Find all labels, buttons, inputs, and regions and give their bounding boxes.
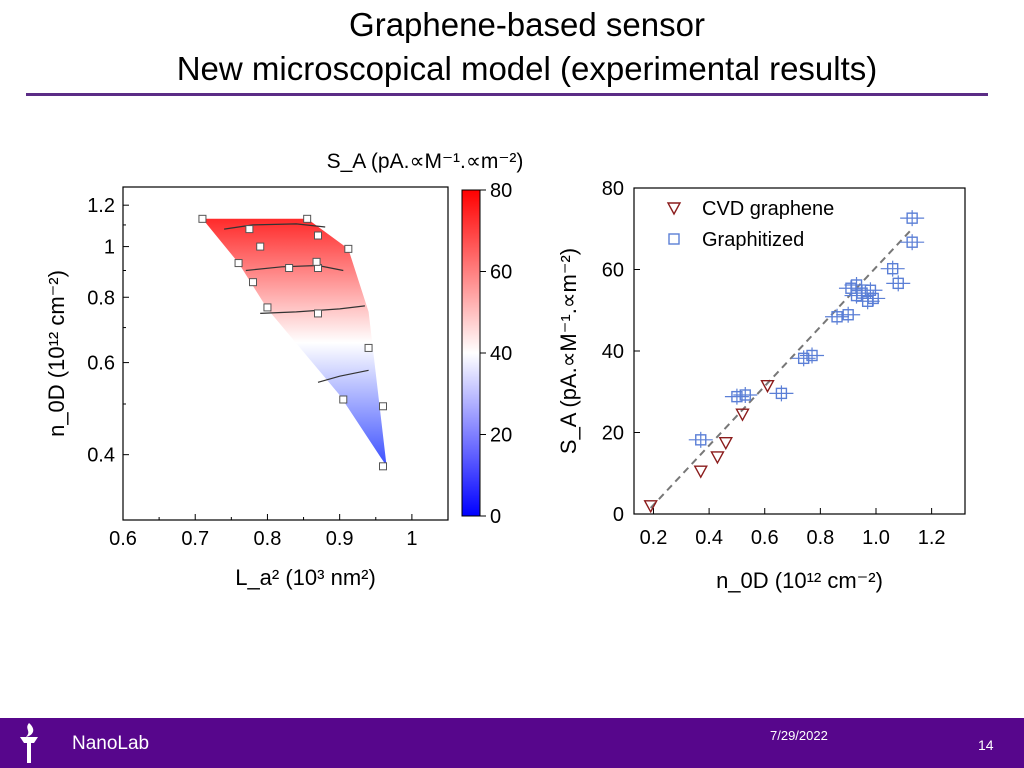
colorbar-tick-label: 0 <box>490 506 501 528</box>
data-point-graphitized <box>906 212 918 224</box>
data-point-graphitized <box>739 389 751 401</box>
legend-label: Graphitized <box>702 229 804 251</box>
data-point-graphitized <box>842 309 854 321</box>
data-point-graphitized <box>775 387 788 400</box>
y-tick-label: 1.2 <box>87 195 115 217</box>
contour-line <box>224 223 326 230</box>
data-point-graphitized <box>867 292 879 305</box>
y-tick-label: 0.6 <box>87 353 115 375</box>
data-point-graphitized <box>797 352 810 365</box>
data-point-graphitized <box>906 236 918 248</box>
legend-marker <box>668 233 680 245</box>
y-axis-label: n_0D (10¹² cm⁻²) <box>44 270 69 437</box>
x-tick-label: 1.0 <box>862 527 890 549</box>
data-point <box>263 303 272 312</box>
x-axis-label: L_a² (10³ nm²) <box>235 565 376 590</box>
colorbar-tick-label: 40 <box>490 343 512 365</box>
colorbar <box>461 189 481 517</box>
data-point <box>245 225 254 234</box>
data-point-cvd <box>718 436 733 451</box>
scatter-chart: 0.2 0.4 0.6 0.8 1.0 1.2 0 20 40 60 80 CVD graphene G… <box>556 178 966 593</box>
heatmap-surface <box>202 218 387 467</box>
data-point <box>234 259 243 268</box>
x-tick-label: 0.9 <box>326 528 354 550</box>
data-point-cvd <box>693 465 708 479</box>
data-point <box>314 309 322 318</box>
data-point-graphitized <box>806 349 818 362</box>
contour-line <box>317 369 369 383</box>
data-point-graphitized <box>886 262 899 275</box>
data-point <box>314 231 322 240</box>
footer-bar <box>0 718 1024 768</box>
legend-marker <box>666 202 682 216</box>
fit-line <box>649 228 913 509</box>
footer-date: 7/29/2022 <box>770 728 828 743</box>
legend-label: CVD graphene <box>702 198 834 220</box>
y-tick-label: 60 <box>602 260 624 282</box>
colorbar-tick-label: 20 <box>490 425 512 447</box>
data-point-graphitized <box>831 311 843 323</box>
data-point <box>198 214 207 223</box>
x-tick-label: 0.4 <box>695 527 723 549</box>
slide-title-line2: New microscopical model (experimental re… <box>176 50 878 87</box>
data-point-graphitized <box>864 284 877 296</box>
data-point-cvd <box>735 408 750 422</box>
x-tick-label: 1.2 <box>918 527 946 549</box>
x-tick-label: 1 <box>406 528 417 550</box>
y-tick-label: 80 <box>602 178 624 200</box>
x-tick-label: 0.6 <box>109 528 137 550</box>
y-tick-label: 0 <box>613 504 624 526</box>
x-tick-label: 0.7 <box>181 528 209 550</box>
colorbar-title: S_A (pA.∝M⁻¹.∝m⁻²) <box>327 150 524 173</box>
data-point-cvd <box>760 379 775 394</box>
data-point <box>303 214 312 223</box>
data-point-cvd <box>643 500 658 514</box>
title-divider <box>26 93 988 96</box>
x-tick-label: 0.2 <box>640 527 668 549</box>
colorbar-tick-label: 60 <box>490 262 512 284</box>
y-tick-label: 20 <box>602 423 624 445</box>
contour-line <box>245 264 344 272</box>
y-tick-label: 0.4 <box>87 445 115 467</box>
data-point <box>339 395 348 404</box>
data-point <box>379 402 387 411</box>
page-number: 14 <box>978 737 994 753</box>
heatmap-chart: 0.6 0.7 0.8 0.9 1 0.4 0.6 0.8 1 1.2 L_a² (10³ nm²)… <box>44 150 524 590</box>
heatmap-frame <box>122 186 449 521</box>
data-point <box>312 257 321 266</box>
data-point-graphitized <box>892 277 904 290</box>
data-point <box>379 462 387 471</box>
data-point <box>249 278 257 287</box>
data-point <box>285 263 294 272</box>
x-tick-label: 0.8 <box>254 528 282 550</box>
y-axis-label: S_A (pA.∝M⁻¹.∝m⁻²) <box>556 248 581 454</box>
footer-org: NanoLab <box>72 733 150 754</box>
data-point-graphitized <box>731 390 743 403</box>
y-tick-label: 40 <box>602 341 624 363</box>
data-point-graphitized <box>695 434 707 446</box>
x-axis-label: n_0D (10¹² cm⁻²) <box>716 568 883 593</box>
y-tick-label: 1 <box>104 237 115 259</box>
x-tick-label: 0.6 <box>751 527 779 549</box>
colorbar-tick-label: 80 <box>490 180 512 202</box>
torch-logo-icon <box>20 723 38 763</box>
data-point <box>256 242 265 251</box>
x-tick-label: 0.8 <box>806 527 834 549</box>
data-point <box>344 244 353 253</box>
data-point-cvd <box>710 451 725 465</box>
data-point <box>364 343 373 352</box>
slide-title-line1: Graphene-based sensor <box>349 6 705 43</box>
y-tick-label: 0.8 <box>87 287 115 309</box>
